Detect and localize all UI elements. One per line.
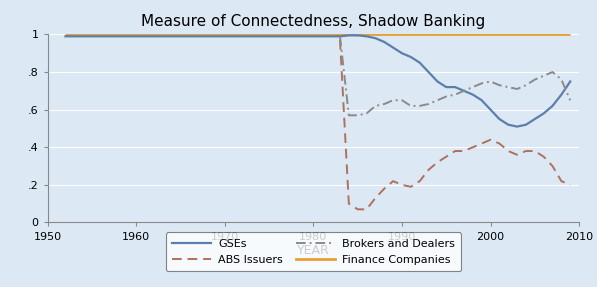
Title: Measure of Connectedness, Shadow Banking: Measure of Connectedness, Shadow Banking [141,14,485,29]
X-axis label: YEAR: YEAR [297,244,330,257]
Legend: GSEs, ABS Issuers, Brokers and Dealers, Finance Companies: GSEs, ABS Issuers, Brokers and Dealers, … [166,232,461,271]
